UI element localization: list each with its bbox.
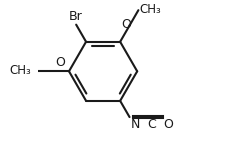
Text: CH₃: CH₃ bbox=[140, 3, 161, 16]
Text: O: O bbox=[121, 18, 131, 31]
Text: O: O bbox=[55, 56, 65, 69]
Text: N: N bbox=[130, 118, 140, 131]
Text: CH₃: CH₃ bbox=[10, 64, 32, 77]
Text: O: O bbox=[164, 118, 173, 131]
Text: C: C bbox=[147, 118, 156, 131]
Text: Br: Br bbox=[69, 10, 82, 23]
